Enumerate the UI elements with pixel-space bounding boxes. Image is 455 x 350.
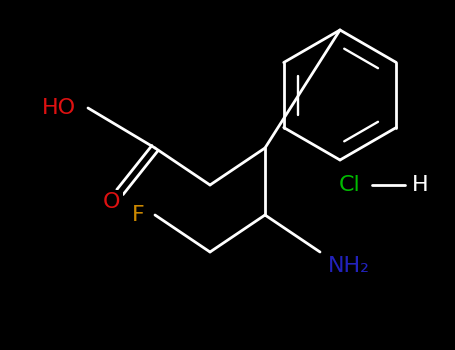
Text: NH₂: NH₂ — [328, 256, 370, 276]
Text: Cl: Cl — [339, 175, 361, 195]
Text: F: F — [132, 205, 145, 225]
Text: HO: HO — [42, 98, 76, 118]
Text: H: H — [412, 175, 428, 195]
Text: O: O — [103, 192, 121, 212]
